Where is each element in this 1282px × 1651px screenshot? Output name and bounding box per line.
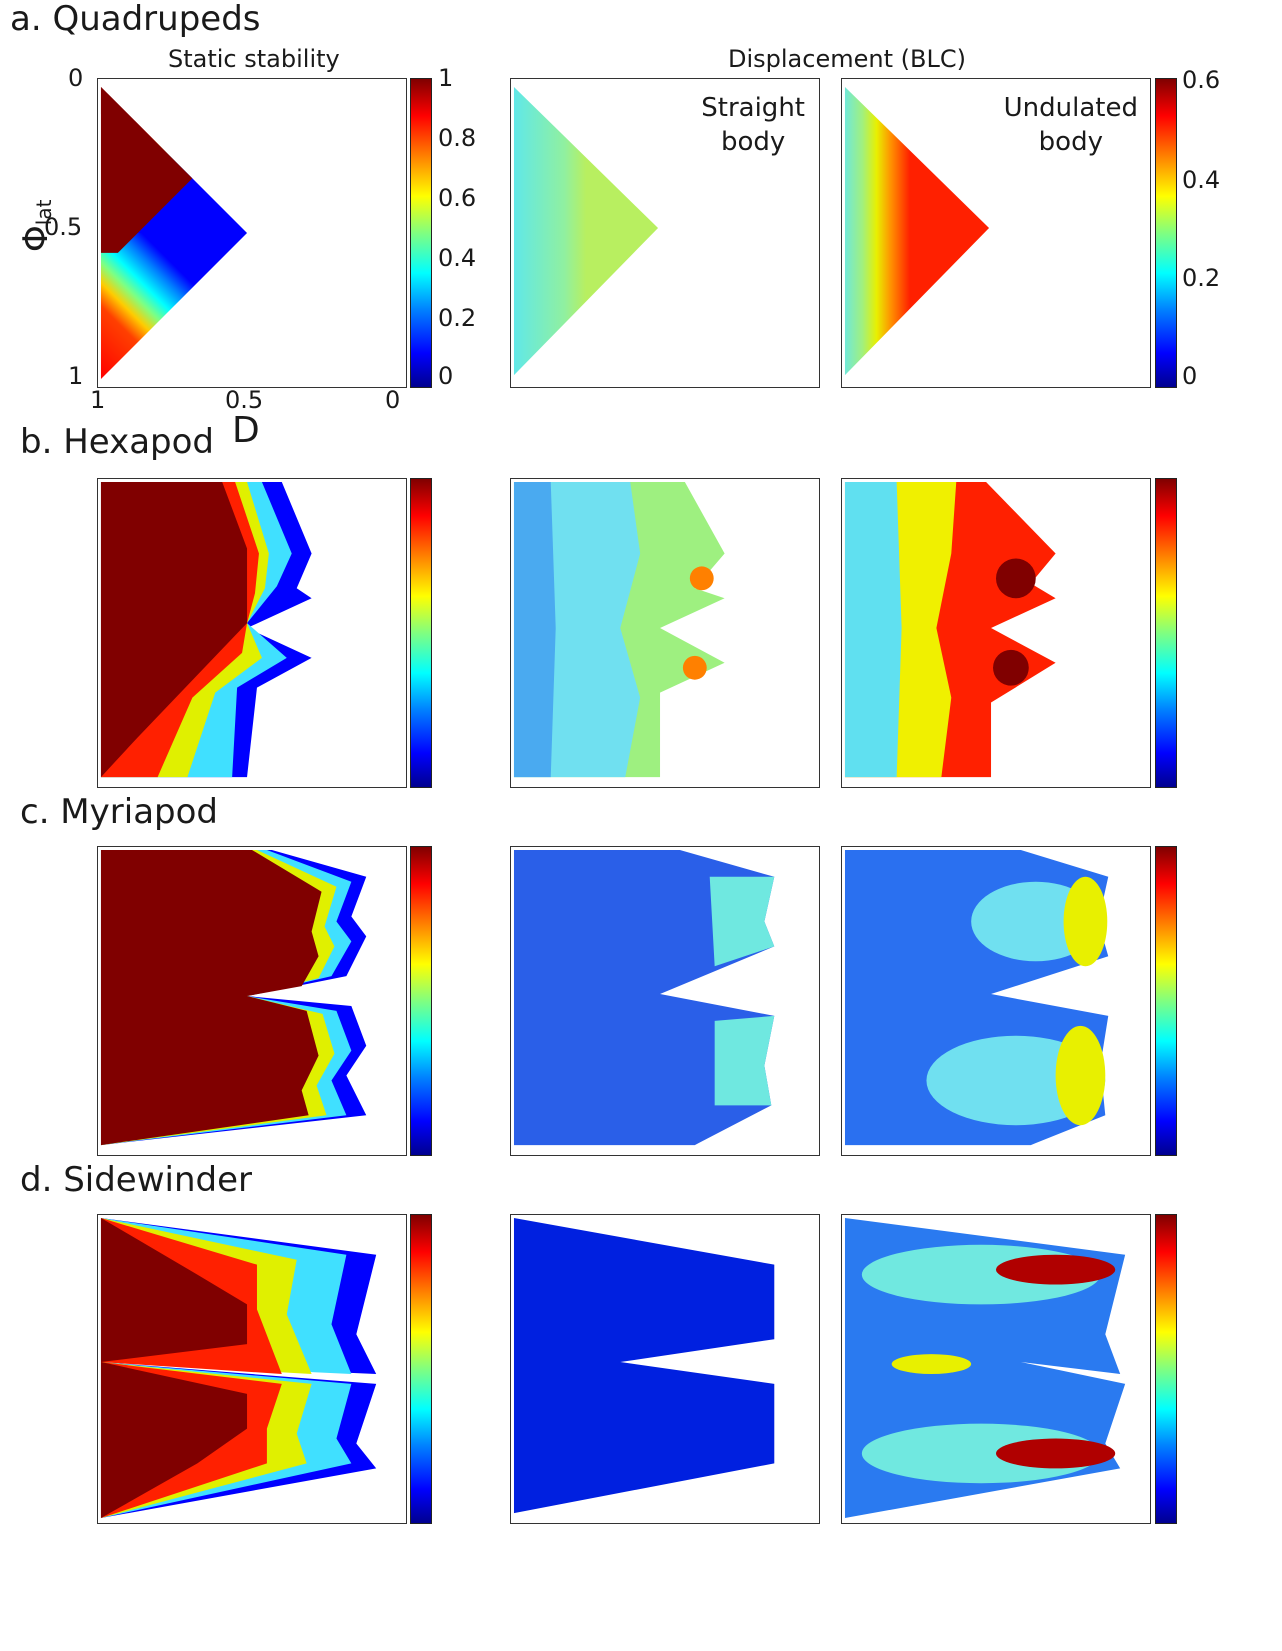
heatmap-hexapod-stability bbox=[97, 478, 407, 788]
heatmap-sidewinder-straight bbox=[510, 1214, 820, 1524]
colorbar-sidewinder-displacement bbox=[1155, 1214, 1177, 1524]
cbar-tick-0.2: 0.2 bbox=[438, 304, 477, 332]
sidewinder-undulated-center-yellow bbox=[891, 1354, 972, 1374]
quadruped-undulated-region bbox=[844, 86, 990, 376]
myriapod-straight-cyan bbox=[709, 876, 775, 967]
x-tick-0: 0 bbox=[385, 386, 401, 414]
column-title-displacement: Displacement (BLC) bbox=[728, 45, 966, 73]
x-axis-label: D bbox=[232, 410, 260, 451]
cbar-tick-0: 0 bbox=[438, 362, 454, 390]
sidewinder-stability-core bbox=[100, 1217, 248, 1519]
colorbar-myriapod-stability bbox=[410, 846, 432, 1156]
row-title-hexapod: b. Hexapod bbox=[20, 422, 215, 462]
hexapod-straight-hotspot-1 bbox=[689, 566, 714, 591]
y-tick-0: 0 bbox=[68, 64, 84, 92]
hexapod-undulated-cyan bbox=[844, 481, 902, 778]
colorbar-hexapod-displacement bbox=[1155, 478, 1177, 788]
x-tick-0.5: 0.5 bbox=[225, 386, 264, 414]
heatmap-sidewinder-stability bbox=[97, 1214, 407, 1524]
sidewinder-undulated-cyan-2 bbox=[861, 1423, 1101, 1484]
myriapod-straight-cyan-2 bbox=[714, 1015, 775, 1106]
inset-undulated-body: Undulated body bbox=[1004, 91, 1138, 159]
hexapod-straight-blue bbox=[513, 481, 556, 778]
heatmap-myriapod-straight bbox=[510, 846, 820, 1156]
inset-straight-line1: Straight bbox=[701, 93, 805, 123]
heatmap-myriapod-stability bbox=[97, 846, 407, 1156]
sidewinder-undulated-peak-2 bbox=[996, 1438, 1116, 1469]
heatmap-quadruped-stability bbox=[97, 78, 407, 388]
heatmap-hexapod-straight bbox=[510, 478, 820, 788]
hexapod-straight-hotspot-2 bbox=[682, 655, 707, 680]
myriapod-straight-region bbox=[513, 849, 775, 1146]
row-title-myriapod: c. Myriapod bbox=[20, 792, 218, 832]
quadruped-stability-core bbox=[100, 86, 193, 253]
row-title-sidewinder: d. Sidewinder bbox=[20, 1160, 253, 1200]
colorbar-hexapod-stability bbox=[410, 478, 432, 788]
cbar-tick-0.4: 0.4 bbox=[438, 244, 477, 272]
myriapod-undulated-yellow-1 bbox=[1063, 876, 1108, 967]
quadruped-stability-lower bbox=[100, 233, 248, 380]
heatmap-quadruped-undulated: Undulated body bbox=[841, 78, 1151, 388]
heatmap-quadruped-straight: Straight body bbox=[510, 78, 820, 388]
colorbar-displacement bbox=[1155, 78, 1177, 388]
inset-undulated-line2: body bbox=[1038, 127, 1103, 157]
cbar-tick-1: 1 bbox=[438, 64, 454, 92]
cbar-tick-0.6: 0.6 bbox=[1182, 66, 1221, 94]
sidewinder-undulated-peak-1 bbox=[996, 1254, 1116, 1285]
cbar-tick-0.4: 0.4 bbox=[1182, 166, 1221, 194]
hexapod-undulated-peak-1 bbox=[996, 558, 1036, 599]
myriapod-stability-core bbox=[100, 849, 322, 1146]
heatmap-myriapod-undulated bbox=[841, 846, 1151, 1156]
row-title-quadrupeds: a. Quadrupeds bbox=[10, 0, 261, 39]
heatmap-hexapod-undulated bbox=[841, 478, 1151, 788]
cbar-tick-0.2: 0.2 bbox=[1182, 264, 1221, 292]
inset-undulated-line1: Undulated bbox=[1003, 93, 1138, 123]
quadruped-straight-region bbox=[513, 86, 659, 376]
colorbar-myriapod-displacement bbox=[1155, 846, 1177, 1156]
cbar-tick-0.6: 0.6 bbox=[438, 184, 477, 212]
column-title-static-stability: Static stability bbox=[168, 45, 340, 73]
cbar-tick-0.8: 0.8 bbox=[438, 124, 477, 152]
colorbar-stability bbox=[410, 78, 432, 388]
inset-straight-line2: body bbox=[720, 127, 786, 157]
myriapod-undulated-yellow-2 bbox=[1055, 1025, 1106, 1126]
colorbar-sidewinder-stability bbox=[410, 1214, 432, 1524]
heatmap-sidewinder-undulated bbox=[841, 1214, 1151, 1524]
hexapod-stability-core bbox=[100, 481, 248, 778]
y-tick-1: 1 bbox=[68, 362, 84, 390]
x-tick-1: 1 bbox=[90, 386, 106, 414]
y-tick-0.5: 0.5 bbox=[44, 213, 83, 241]
sidewinder-straight-region bbox=[513, 1217, 775, 1514]
inset-straight-body: Straight body bbox=[701, 91, 805, 159]
cbar-tick-0: 0 bbox=[1182, 362, 1198, 390]
hexapod-undulated-peak-2 bbox=[993, 649, 1029, 686]
